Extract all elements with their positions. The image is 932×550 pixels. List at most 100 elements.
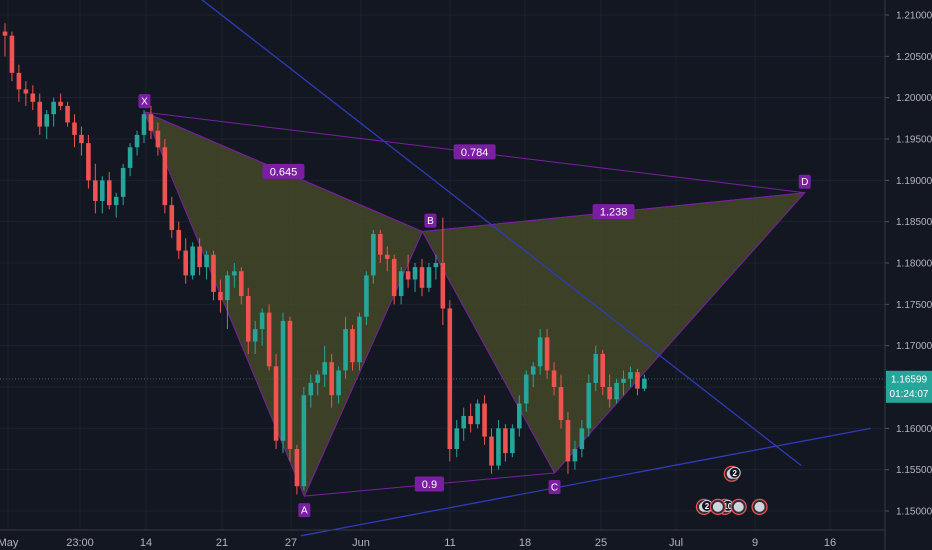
candle-body: [86, 143, 91, 181]
candle-body: [197, 246, 202, 268]
trendline-descending: [201, 0, 802, 467]
candle-body: [572, 449, 578, 462]
candle-body: [315, 374, 321, 383]
y-tick-label: 1.18000: [896, 259, 932, 270]
x-tick-label: 23:00: [66, 537, 94, 549]
candle-body: [218, 291, 223, 301]
point-label-bg: [424, 213, 437, 228]
point-label-bg: [298, 503, 311, 518]
candle-body: [384, 254, 390, 259]
candle-body: [120, 167, 126, 197]
candle-body: [565, 420, 571, 462]
event-count-bg: [728, 466, 741, 479]
candle-body: [433, 263, 439, 268]
candle-body: [266, 312, 272, 367]
candle-body: [635, 372, 640, 389]
candle-body: [482, 403, 487, 437]
x-tick-label: 27: [285, 537, 297, 549]
candle-body: [426, 267, 432, 288]
candle-body: [58, 101, 63, 106]
candle-body: [273, 366, 279, 441]
candle-body: [72, 122, 77, 135]
point-label-bg: [548, 479, 561, 494]
candle-body: [16, 72, 22, 90]
candle-body: [607, 387, 612, 400]
ratio-label: 0.645: [270, 166, 298, 178]
y-tick-label: 1.16000: [896, 424, 932, 435]
candle-body: [113, 196, 119, 206]
candle-body: [329, 362, 334, 396]
candle-body: [37, 101, 43, 127]
candle-body: [51, 101, 56, 115]
candle-body: [9, 35, 15, 73]
point-label-d: D: [801, 177, 808, 188]
trendline-ascending: [300, 427, 871, 537]
ratio-label-bg: [453, 144, 496, 160]
x-tick-label: Jul: [669, 537, 683, 549]
y-tick-label: 1.20500: [896, 52, 932, 63]
candles: [2, 23, 647, 495]
candle-body: [162, 147, 168, 206]
point-label-x: X: [141, 97, 148, 108]
candle-body: [530, 366, 536, 375]
event-marker-flag: [712, 501, 723, 512]
event-marker-flag: [754, 501, 765, 512]
event-marker-flag: [733, 501, 744, 512]
candle-body: [391, 258, 397, 297]
x-tick-label: 16: [824, 537, 836, 549]
y-tick-label: 1.15500: [896, 465, 932, 476]
x-tick-label: 9: [752, 537, 758, 549]
candle-body: [614, 382, 619, 400]
y-tick-label: 1.15000: [896, 507, 932, 518]
candle-body: [621, 378, 626, 383]
candle-body: [523, 374, 529, 404]
ratio-label-bg: [262, 163, 305, 179]
candle-body: [537, 337, 543, 367]
x-tick-label: 18: [519, 537, 531, 549]
event-count: 2: [733, 469, 738, 478]
candle-body: [517, 403, 522, 429]
ratio-label-bg: [414, 476, 445, 492]
y-tick-label: 1.19000: [896, 176, 932, 187]
candle-body: [322, 362, 327, 375]
candle-body: [245, 296, 251, 342]
candle-body: [489, 436, 494, 466]
candle-body: [183, 250, 188, 276]
candle-body: [155, 130, 161, 148]
point-label-bg: [138, 94, 151, 109]
y-tick-label: 1.18500: [896, 217, 932, 228]
candle-body: [544, 337, 550, 371]
y-tick-label: 1.20000: [896, 93, 932, 104]
candle-body: [232, 271, 237, 276]
candle-body: [100, 180, 105, 201]
candle-body: [398, 271, 404, 297]
candle-body: [127, 147, 133, 168]
candle-body: [190, 246, 195, 276]
candle-body: [134, 134, 140, 148]
event-markers: 2 2 10: [695, 465, 768, 515]
candle-body: [239, 271, 244, 297]
candle-body: [454, 428, 460, 449]
candle-body: [211, 254, 216, 292]
candle-body: [93, 180, 98, 201]
candle-body: [176, 229, 182, 251]
candle-body: [447, 308, 453, 449]
candle-body: [371, 234, 376, 276]
candle-body: [378, 234, 383, 255]
candle-body: [225, 275, 230, 301]
candle-body: [628, 372, 633, 379]
candle-body: [259, 312, 265, 330]
event-count: 10: [723, 502, 732, 511]
y-tick-label: 1.17500: [896, 300, 932, 311]
candle-body: [600, 353, 605, 387]
candle-body: [44, 114, 49, 127]
candle-body: [412, 267, 418, 280]
ratio-label: 0.9: [422, 479, 437, 491]
point-label-a: A: [301, 506, 308, 517]
candle-body: [287, 320, 293, 449]
candle-body: [350, 329, 355, 363]
candle-body: [30, 93, 36, 102]
candle-body: [169, 205, 175, 230]
candle-body: [148, 114, 154, 131]
